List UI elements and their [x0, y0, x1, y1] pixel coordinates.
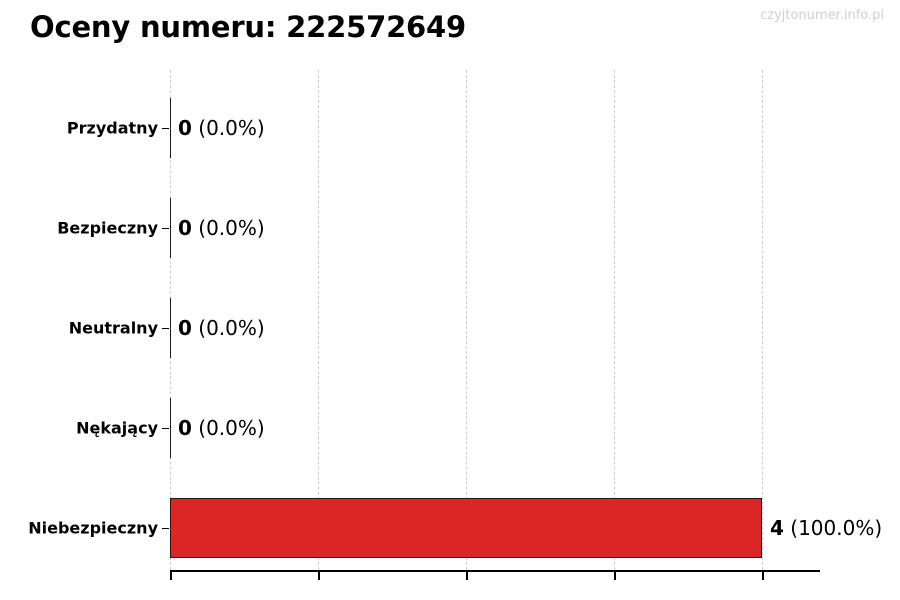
value-percent: (0.0%)	[198, 316, 265, 340]
value-count: 0	[178, 216, 192, 240]
x-axis-line	[170, 570, 820, 572]
x-gridline	[466, 70, 467, 570]
bar-1	[170, 98, 171, 158]
x-gridline	[614, 70, 615, 570]
watermark-label: czyjtonumer.info.pl	[760, 8, 884, 23]
x-axis-tick	[318, 571, 320, 580]
value-count: 0	[178, 116, 192, 140]
value-percent: (0.0%)	[198, 216, 265, 240]
category-label-5: Niebezpieczny	[28, 518, 158, 538]
y-axis-tick	[162, 428, 169, 429]
y-axis-tick	[162, 228, 169, 229]
value-label-5: 4 (100.0%)	[770, 516, 882, 540]
bar-3	[170, 298, 171, 358]
value-label-2: 0 (0.0%)	[178, 216, 265, 240]
bar-4	[170, 398, 171, 458]
value-count: 0	[178, 416, 192, 440]
value-count: 0	[178, 316, 192, 340]
value-percent: (0.0%)	[198, 416, 265, 440]
category-label-3: Neutralny	[68, 318, 158, 338]
y-axis-tick	[162, 528, 169, 529]
value-count: 4	[770, 516, 784, 540]
page-title: Oceny numeru: 222572649	[30, 10, 466, 44]
value-label-4: 0 (0.0%)	[178, 416, 265, 440]
x-axis-tick	[762, 571, 764, 580]
x-axis-tick	[466, 571, 468, 580]
category-label-4: Nękający	[76, 418, 158, 438]
x-gridline	[318, 70, 319, 570]
value-percent: (100.0%)	[790, 516, 883, 540]
y-axis-tick	[162, 128, 169, 129]
x-axis-tick	[170, 571, 172, 580]
value-percent: (0.0%)	[198, 116, 265, 140]
bar-5[interactable]	[170, 498, 762, 558]
category-label-2: Bezpieczny	[57, 218, 158, 238]
y-axis-tick	[162, 328, 169, 329]
category-label-1: Przydatny	[66, 118, 158, 138]
x-axis-tick	[614, 571, 616, 580]
bar-2	[170, 198, 171, 258]
x-gridline	[762, 70, 763, 570]
value-label-1: 0 (0.0%)	[178, 116, 265, 140]
value-label-3: 0 (0.0%)	[178, 316, 265, 340]
